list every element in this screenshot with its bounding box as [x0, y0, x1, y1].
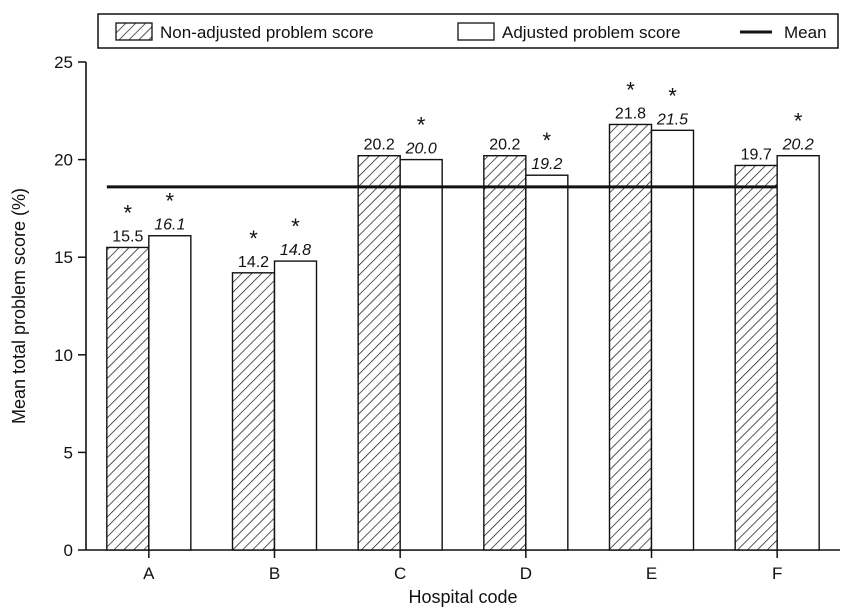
value-label-non-adjusted: 19.7: [741, 146, 772, 163]
bar-adjusted: [776, 154, 820, 551]
significance-marker: *: [249, 226, 258, 251]
significance-marker: *: [668, 83, 677, 108]
bar-non-adjusted: [483, 154, 527, 551]
significance-marker: *: [124, 200, 133, 225]
value-label-adjusted: 14.8: [280, 242, 311, 259]
significance-marker: *: [543, 128, 552, 153]
y-tick-label: 15: [54, 248, 73, 267]
x-axis-title: Hospital code: [408, 587, 517, 607]
value-label-adjusted: 20.0: [405, 141, 437, 158]
y-tick-label: 0: [64, 541, 73, 560]
bar-adjusted: [148, 235, 192, 551]
bar-non-adjusted: [106, 246, 150, 551]
x-tick-label: E: [646, 564, 657, 583]
bar-adjusted: [525, 174, 569, 551]
significance-markers: * * * * * * * * *: [124, 77, 803, 250]
legend-label-mean: Mean: [784, 23, 827, 42]
significance-marker: *: [166, 189, 175, 214]
value-labels: 15.5 16.1 14.2 14.8 20.2 20.0 20.2 19.2 21.8 21.5…: [112, 105, 814, 270]
x-tick-label: D: [520, 564, 532, 583]
legend-swatch-non-adjusted: [115, 22, 153, 41]
value-label-non-adjusted: 20.2: [489, 137, 520, 154]
legend-swatch-adjusted: [457, 22, 495, 41]
bar-non-adjusted: [357, 154, 401, 551]
bar-adjusted: [650, 129, 695, 551]
x-ticks: A B C D E F: [143, 550, 782, 583]
value-label-adjusted: 16.1: [154, 217, 185, 234]
x-tick-label: B: [269, 564, 280, 583]
legend: Non-adjusted problem score Adjusted prob…: [97, 13, 839, 49]
y-tick-label: 25: [54, 53, 73, 72]
significance-marker: *: [626, 77, 635, 102]
y-axis-title: Mean total problem score (%): [9, 188, 29, 424]
legend-label-non-adjusted: Non-adjusted problem score: [160, 23, 374, 42]
value-label-adjusted: 19.2: [531, 156, 562, 173]
y-tick-label: 20: [54, 151, 73, 170]
significance-marker: *: [291, 214, 300, 239]
value-label-adjusted: 20.2: [782, 137, 814, 154]
x-tick-label: A: [143, 564, 155, 583]
bar-non-adjusted: [734, 164, 778, 551]
x-tick-label: C: [394, 564, 406, 583]
value-label-non-adjusted: 14.2: [238, 254, 269, 271]
y-tick-label: 10: [54, 346, 73, 365]
value-label-non-adjusted: 21.8: [615, 105, 646, 122]
bars: [106, 123, 820, 551]
value-label-non-adjusted: 20.2: [364, 137, 395, 154]
significance-marker: *: [417, 113, 426, 138]
value-label-adjusted: 21.5: [656, 111, 688, 128]
x-tick-label: F: [772, 564, 782, 583]
bar-adjusted: [273, 260, 318, 551]
y-tick-label: 5: [64, 443, 73, 462]
value-label-non-adjusted: 15.5: [112, 228, 143, 245]
bar-non-adjusted: [231, 272, 276, 551]
legend-label-adjusted: Adjusted problem score: [502, 23, 681, 42]
significance-marker: *: [794, 109, 803, 134]
y-ticks: 0 5 10 15 20 25: [54, 53, 86, 560]
bar-adjusted: [399, 158, 443, 551]
